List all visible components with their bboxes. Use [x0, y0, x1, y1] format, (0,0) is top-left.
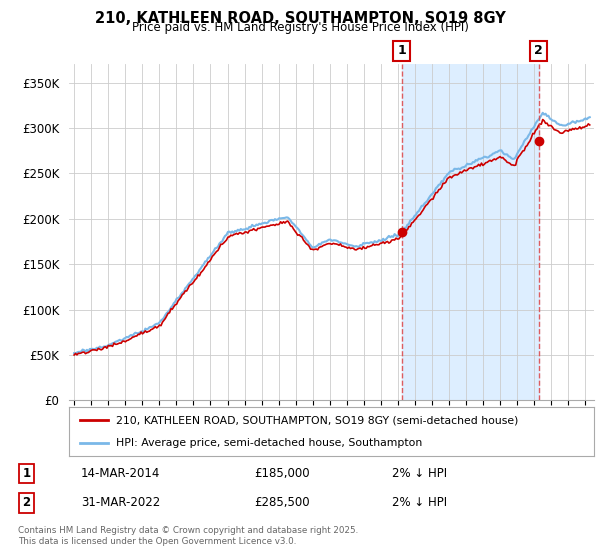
Text: Contains HM Land Registry data © Crown copyright and database right 2025.
This d: Contains HM Land Registry data © Crown c… — [18, 526, 358, 546]
Text: 210, KATHLEEN ROAD, SOUTHAMPTON, SO19 8GY (semi-detached house): 210, KATHLEEN ROAD, SOUTHAMPTON, SO19 8G… — [116, 416, 518, 426]
Text: 210, KATHLEEN ROAD, SOUTHAMPTON, SO19 8GY: 210, KATHLEEN ROAD, SOUTHAMPTON, SO19 8G… — [95, 11, 505, 26]
Bar — [401, 64, 539, 400]
Text: 2: 2 — [22, 497, 31, 510]
Text: £185,000: £185,000 — [254, 467, 310, 480]
Text: 2: 2 — [534, 44, 543, 58]
Text: 2% ↓ HPI: 2% ↓ HPI — [392, 497, 447, 510]
Text: 1: 1 — [22, 467, 31, 480]
Text: 14-MAR-2014: 14-MAR-2014 — [81, 467, 160, 480]
Text: 31-MAR-2022: 31-MAR-2022 — [81, 497, 160, 510]
Text: 1: 1 — [397, 44, 406, 58]
Text: £285,500: £285,500 — [254, 497, 310, 510]
Text: Price paid vs. HM Land Registry's House Price Index (HPI): Price paid vs. HM Land Registry's House … — [131, 21, 469, 34]
Text: HPI: Average price, semi-detached house, Southampton: HPI: Average price, semi-detached house,… — [116, 438, 422, 448]
Text: 2% ↓ HPI: 2% ↓ HPI — [392, 467, 447, 480]
